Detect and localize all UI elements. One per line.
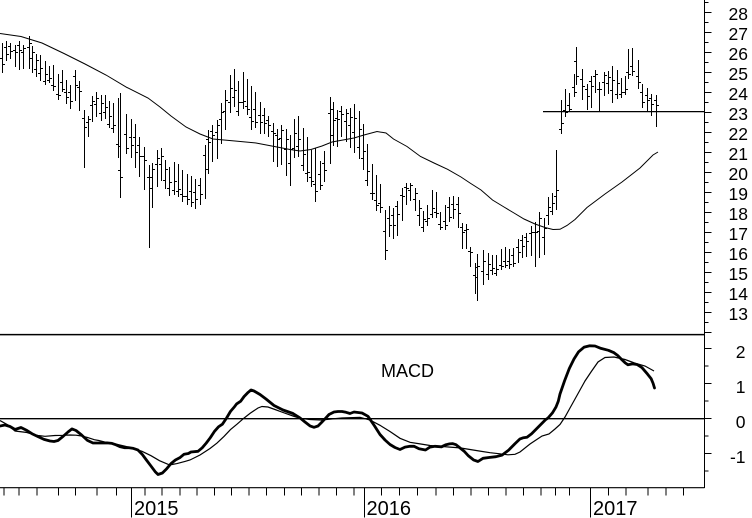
svg-text:20: 20 bbox=[729, 164, 749, 184]
svg-text:21: 21 bbox=[729, 144, 748, 164]
svg-text:2017: 2017 bbox=[593, 498, 638, 518]
svg-text:14: 14 bbox=[729, 284, 749, 304]
svg-text:1: 1 bbox=[736, 377, 746, 397]
svg-text:18: 18 bbox=[729, 204, 748, 224]
svg-text:17: 17 bbox=[729, 224, 748, 244]
svg-text:26: 26 bbox=[729, 44, 748, 64]
svg-text:24: 24 bbox=[729, 84, 749, 104]
svg-text:2: 2 bbox=[736, 342, 746, 362]
svg-text:2015: 2015 bbox=[134, 498, 179, 518]
svg-text:16: 16 bbox=[729, 244, 748, 264]
svg-text:MACD: MACD bbox=[381, 361, 434, 381]
svg-text:19: 19 bbox=[729, 184, 748, 204]
svg-text:22: 22 bbox=[729, 124, 748, 144]
svg-text:-1: -1 bbox=[730, 447, 746, 467]
svg-text:27: 27 bbox=[729, 24, 748, 44]
svg-text:15: 15 bbox=[729, 264, 748, 284]
svg-text:0: 0 bbox=[736, 412, 746, 432]
svg-text:13: 13 bbox=[729, 304, 748, 324]
svg-text:23: 23 bbox=[729, 104, 748, 124]
svg-text:2016: 2016 bbox=[367, 498, 412, 518]
svg-text:25: 25 bbox=[729, 64, 748, 84]
svg-text:28: 28 bbox=[729, 4, 748, 24]
